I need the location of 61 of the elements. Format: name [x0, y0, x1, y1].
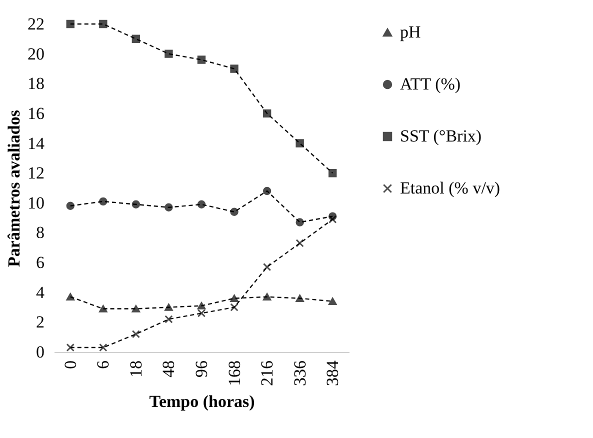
point — [66, 343, 74, 352]
x-tick-label: 0 — [60, 360, 80, 369]
point — [132, 305, 140, 312]
y-tick-label: 22 — [28, 14, 44, 34]
point — [328, 168, 337, 178]
point — [296, 294, 304, 302]
point — [230, 294, 238, 302]
legend-label: SST (°Brix) — [400, 126, 482, 146]
point — [164, 315, 173, 324]
y-tick-label: 14 — [28, 134, 45, 153]
point — [230, 208, 238, 216]
point — [262, 262, 272, 272]
legend-label: pH — [400, 22, 421, 42]
point — [197, 309, 206, 318]
point — [262, 109, 272, 118]
point — [66, 202, 74, 210]
point — [164, 50, 173, 58]
x-axis-title: Tempo (horas) — [149, 392, 255, 411]
point — [164, 304, 173, 311]
point — [197, 56, 206, 64]
point — [66, 293, 74, 300]
point — [132, 330, 140, 338]
point — [328, 298, 337, 305]
y-tick-label: 18 — [28, 74, 44, 94]
x-tick-label: 48 — [159, 360, 178, 378]
point — [230, 303, 238, 312]
x-tick-label: 336 — [290, 360, 310, 386]
point — [296, 139, 304, 148]
point — [197, 302, 206, 310]
x-tick-label: 384 — [323, 360, 342, 386]
y-tick-label: 12 — [28, 164, 44, 183]
legend-label: Etanol (% v/v) — [400, 178, 500, 198]
point — [132, 200, 140, 208]
point — [296, 218, 304, 226]
point — [99, 197, 108, 206]
point — [99, 305, 108, 312]
y-tick-label: 6 — [36, 253, 44, 272]
x-tick-label: 18 — [126, 360, 146, 378]
y-axis-title: Parâmetros avaliados — [4, 110, 24, 267]
x-tick-label: 96 — [192, 360, 211, 378]
point — [328, 215, 337, 224]
point — [197, 200, 206, 208]
y-tick-label: 2 — [36, 312, 44, 332]
point — [296, 239, 304, 248]
legend-label: ATT (%) — [400, 74, 461, 94]
y-tick-label: 4 — [36, 282, 45, 302]
point — [66, 20, 74, 28]
y-tick-label: 10 — [28, 193, 44, 212]
y-tick-label: 16 — [28, 104, 44, 123]
point — [99, 343, 108, 352]
x-tick-label: 216 — [258, 360, 277, 386]
y-tick-label: 8 — [36, 223, 44, 242]
point — [164, 203, 173, 212]
x-tick-label: 6 — [94, 360, 113, 369]
point — [230, 64, 238, 73]
x-tick-label: 168 — [224, 360, 244, 386]
point — [132, 34, 140, 44]
point — [99, 20, 108, 28]
point — [262, 186, 272, 196]
point — [262, 293, 272, 300]
y-tick-label: 20 — [28, 44, 44, 64]
